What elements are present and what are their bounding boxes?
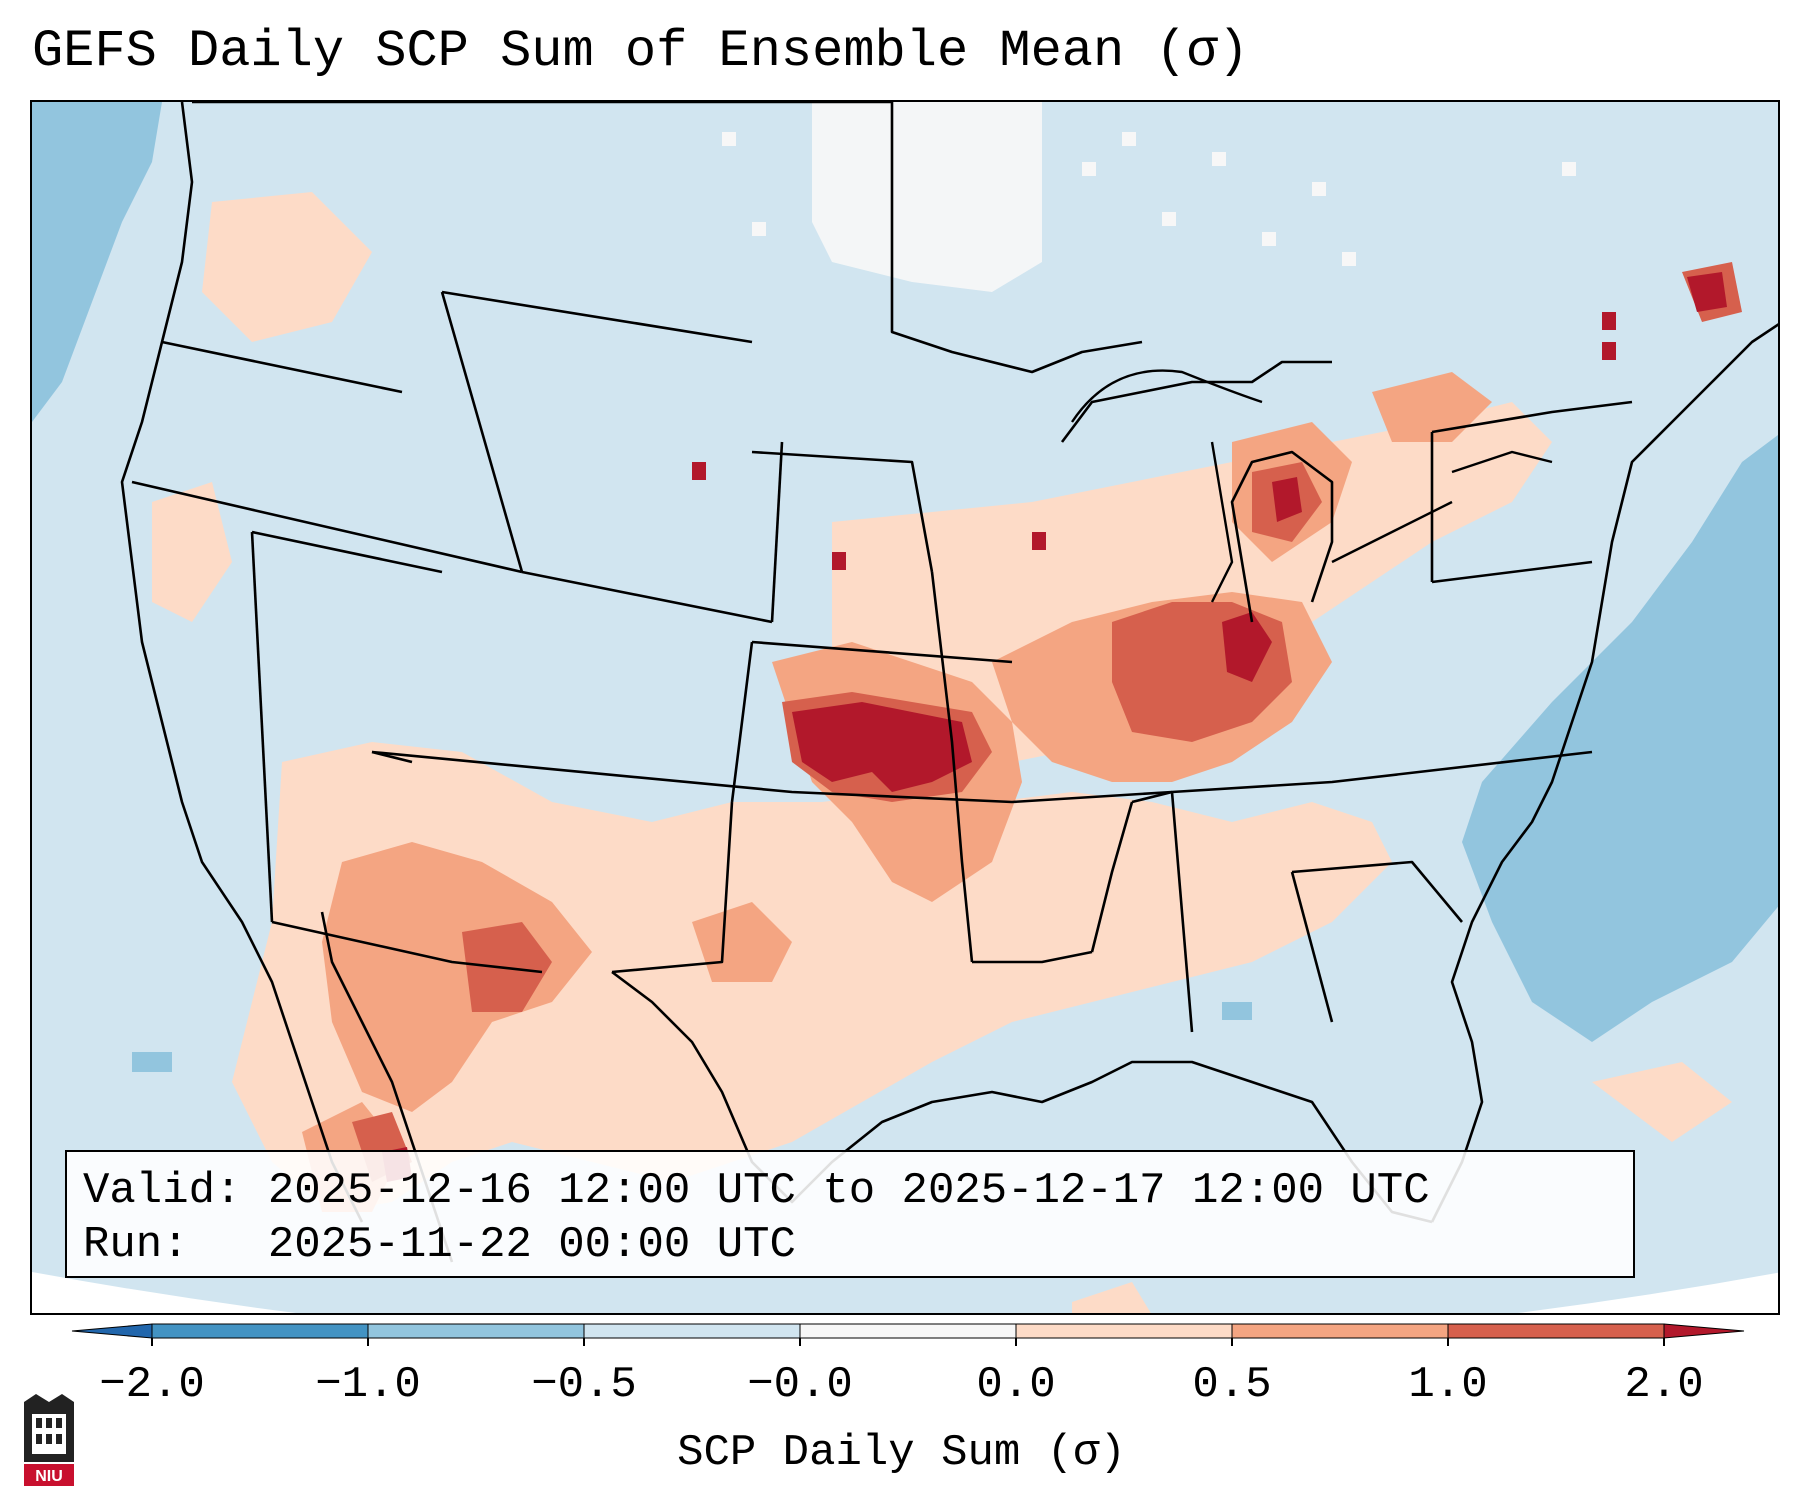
colorbar-label: SCP Daily Sum (σ) [677,1428,1126,1478]
colorbar-bin [1447,1323,1665,1339]
colorbar-bin [799,1323,1017,1339]
map-svg [32,102,1778,1313]
zero-region-north [812,102,1042,292]
negative-regions [32,102,1778,1072]
colorbar-bin [583,1323,801,1339]
tick-label: −0.0 [747,1360,853,1410]
colorbar-bin [1231,1323,1449,1339]
projection-edge [32,1272,1778,1313]
colorbar-bin [151,1323,369,1339]
colorbar [71,1323,1745,1346]
great-lakes [1071,369,1553,603]
colorbar-bin [1015,1323,1233,1339]
tick-label: −1.0 [315,1360,421,1410]
tick-label: 0.5 [1192,1360,1272,1410]
tick-label: 0.0 [976,1360,1056,1410]
valid-run-box: Valid: 2025-12-16 12:00 UTC to 2025-12-1… [65,1150,1635,1278]
zero-speckles [722,132,1576,266]
run-time: Run: 2025-11-22 00:00 UTC [83,1220,796,1270]
positive-region-low [152,192,1732,1313]
niu-logo: NIU [24,1394,74,1486]
tick-label: −0.5 [531,1360,637,1410]
tick-label: −2.0 [99,1360,205,1410]
colorbar-bin [71,1323,153,1339]
map-panel [30,100,1780,1315]
chart-title: GEFS Daily SCP Sum of Ensemble Mean (σ) [32,22,1249,81]
map-borders [120,102,1778,1263]
colorbar-bin [1663,1323,1745,1339]
tick-label: 2.0 [1624,1360,1704,1410]
logo-text: NIU [35,1468,63,1485]
tick-label: 1.0 [1408,1360,1488,1410]
colorbar-ticks: −2.0 −1.0 −0.5 −0.0 0.0 0.5 1.0 2.0 [0,1360,1803,1420]
colorbar-bin [367,1323,585,1339]
valid-time: Valid: 2025-12-16 12:00 UTC to 2025-12-1… [83,1166,1430,1216]
